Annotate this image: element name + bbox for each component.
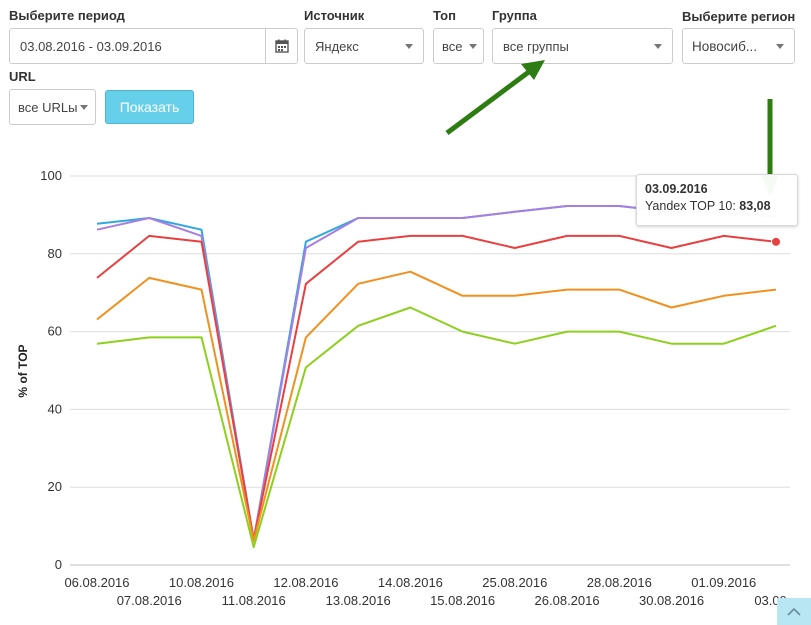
date-range-input[interactable]: 03.08.2016 - 03.09.2016	[9, 28, 298, 64]
series-line-4	[96, 270, 777, 542]
y-axis-ticks: 0 20 40 60 80 100	[40, 168, 62, 572]
x-tick-label: 28.08.2016	[587, 575, 652, 590]
y-tick-label: 100	[40, 168, 62, 183]
source-label: Источник	[304, 8, 365, 23]
chart-grid	[70, 175, 790, 566]
x-tick-label: 30.08.2016	[639, 593, 704, 608]
x-tick-label: 26.08.2016	[535, 593, 600, 608]
region-select[interactable]: Новосиб...	[682, 28, 795, 64]
top-select[interactable]: все	[433, 28, 484, 64]
source-select[interactable]: Яндекс	[304, 28, 424, 64]
series-line-3	[96, 234, 777, 541]
chevron-down-icon	[654, 44, 662, 49]
group-label: Группа	[492, 8, 537, 23]
series-line-1	[96, 205, 777, 541]
tooltip-date: 03.09.2016	[645, 182, 708, 196]
url-value: все URLы	[18, 99, 78, 115]
y-tick-label: 40	[48, 401, 62, 416]
y-tick-label: 80	[48, 246, 62, 261]
x-tick-label: 01.09.2016	[691, 575, 756, 590]
x-tick-label: 15.08.2016	[430, 593, 495, 608]
calendar-icon	[274, 39, 289, 53]
calendar-button[interactable]	[265, 29, 297, 63]
top-label: Топ	[433, 8, 456, 23]
x-tick-label: 10.08.2016	[169, 575, 234, 590]
url-select[interactable]: все URLы	[9, 89, 96, 125]
chevron-down-icon	[469, 44, 477, 49]
chevron-down-icon	[776, 44, 784, 49]
x-tick-label: 14.08.2016	[378, 575, 443, 590]
series-line-5	[96, 306, 777, 549]
group-value: все группы	[503, 38, 569, 54]
chart-highlight	[771, 236, 781, 247]
y-tick-label: 60	[48, 324, 62, 339]
chart-series	[96, 205, 777, 549]
x-tick-label: 13.08.2016	[326, 593, 391, 608]
x-tick-label: 12.08.2016	[273, 575, 338, 590]
chevron-down-icon	[405, 44, 413, 49]
series-line-2	[96, 205, 777, 541]
tooltip-series-label: Yandex TOP 10:	[645, 199, 736, 213]
chevron-up-icon	[787, 607, 801, 616]
tooltip-value: 83,08	[739, 199, 771, 213]
x-tick-label: 06.08.2016	[64, 575, 129, 590]
group-select[interactable]: все группы	[492, 28, 673, 64]
y-tick-label: 0	[55, 557, 62, 572]
x-tick-label: 07.08.2016	[117, 593, 182, 608]
x-axis-ticks: 06.08.2016 07.08.2016 10.08.2016 11.08.2016…	[64, 575, 797, 608]
region-value: Новосиб...	[692, 38, 758, 54]
date-range-value: 03.08.2016 - 03.09.2016	[20, 38, 162, 54]
chart-tooltip: 03.09.2016 Yandex TOP 10: 83,08	[636, 174, 798, 226]
x-tick-label: 25.08.2016	[482, 575, 547, 590]
url-label: URL	[9, 69, 36, 84]
scroll-top-button[interactable]	[777, 598, 811, 625]
top-value: все	[442, 38, 463, 54]
y-axis-label: % of TOP	[16, 344, 30, 397]
x-tick-label: 11.08.2016	[222, 593, 286, 608]
region-label: Выберите регион	[682, 9, 796, 24]
y-tick-label: 20	[48, 479, 62, 494]
highlight-point[interactable]	[771, 236, 781, 247]
chevron-down-icon	[80, 105, 88, 110]
arrow-annotation	[445, 60, 545, 136]
period-label: Выберите период	[9, 8, 125, 23]
source-value: Яндекс	[315, 38, 359, 54]
show-button[interactable]: Показать	[105, 90, 194, 124]
